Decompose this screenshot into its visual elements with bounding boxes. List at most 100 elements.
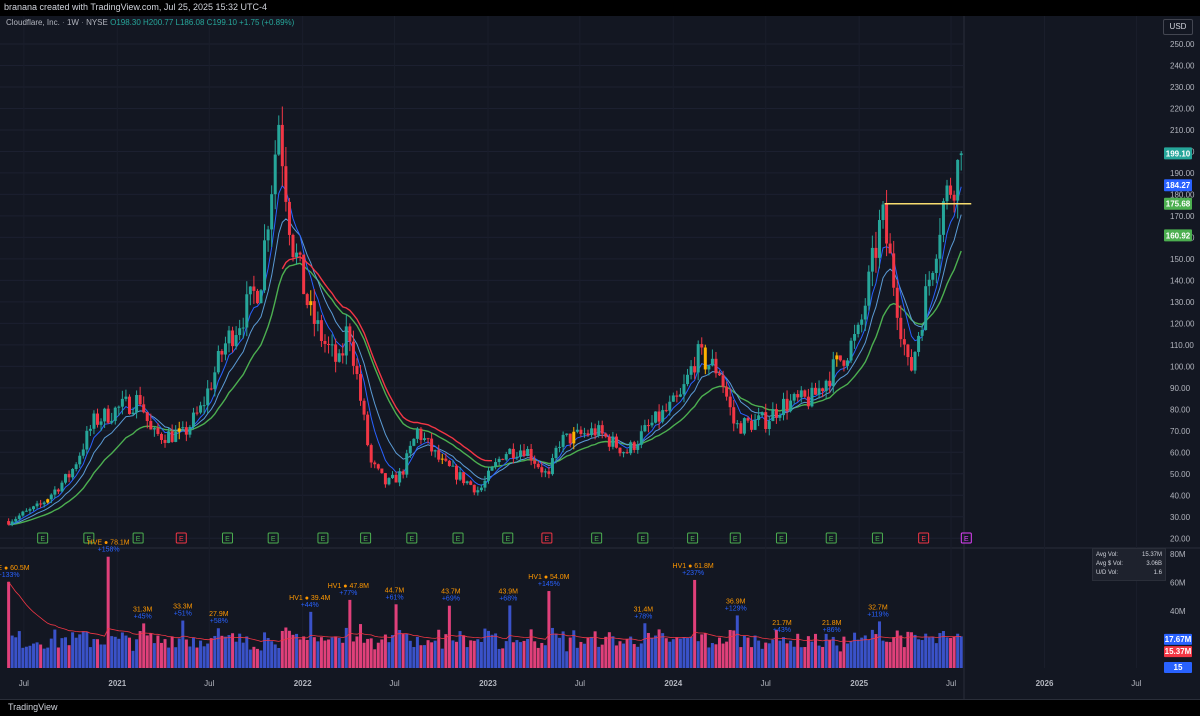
volume-bar (188, 646, 192, 668)
candle (899, 305, 903, 348)
volume-bar (945, 637, 949, 668)
volume-bar (149, 633, 153, 668)
candle (824, 379, 828, 399)
volume-bar (202, 646, 206, 668)
volume-bar (291, 634, 295, 668)
volume-bar (280, 630, 284, 668)
volume-annotation-label: 31.4M (634, 606, 654, 613)
volume-bar (348, 599, 352, 668)
candle (430, 432, 434, 456)
candle (668, 395, 672, 416)
volume-bar (28, 645, 32, 668)
candle (376, 463, 380, 471)
volume-bar (863, 635, 867, 668)
candle (518, 444, 522, 462)
svg-text:E: E (225, 536, 230, 543)
volume-bar (892, 637, 896, 668)
volume-bar (231, 633, 235, 668)
ohlc-low: L186.08 (175, 18, 205, 27)
candle (604, 432, 608, 439)
volume-bar (440, 648, 444, 668)
volume-bar (433, 640, 437, 668)
volume-bar (522, 640, 526, 668)
volume-bar (838, 651, 842, 668)
volume-bar (53, 629, 57, 668)
svg-text:E: E (875, 536, 880, 543)
candle (536, 461, 540, 469)
volume-bar (64, 637, 68, 668)
ohlc-close: C199.10 (206, 18, 237, 27)
volume-bar (259, 650, 263, 668)
volume-bar (174, 647, 178, 668)
candle (74, 462, 78, 472)
volume-annotation-label: 43.7M (441, 589, 461, 596)
candle (451, 460, 455, 467)
candle (437, 444, 441, 463)
volume-bar (167, 647, 171, 668)
volume-bar (753, 635, 757, 668)
candle (426, 437, 430, 444)
y-tick-label: 130.00 (1170, 298, 1195, 307)
candle (526, 446, 530, 457)
candle (590, 422, 594, 438)
volume-bar (881, 640, 885, 668)
volume-bar (391, 635, 395, 668)
y-tick-label: 30.00 (1170, 513, 1191, 522)
candle (554, 445, 558, 464)
volume-bar (895, 630, 899, 668)
y-tick-label: 40.00 (1170, 491, 1191, 500)
candle (85, 426, 89, 454)
volume-bar (135, 639, 139, 668)
candle (718, 370, 722, 377)
candle (817, 380, 821, 399)
volume-annotation-pct: +43% (773, 627, 791, 634)
candle (184, 421, 188, 442)
candle (444, 453, 448, 462)
candle (110, 412, 114, 425)
candle (298, 251, 302, 262)
candle (10, 519, 14, 527)
candle (561, 431, 565, 453)
volume-annotation-pct: +86% (823, 627, 841, 634)
volume-bar (657, 629, 661, 668)
volume-annotation-pct: +51% (174, 611, 192, 618)
price-chart[interactable]: 20.00 30.00 40.00 50.00 60.00 70.00 80.00 90.00… (0, 16, 1200, 699)
volume-bar (24, 646, 28, 668)
volume-bar (369, 638, 373, 668)
ma-slow-line (8, 250, 962, 526)
volume-bar (575, 647, 579, 668)
volume-tag (1164, 646, 1192, 658)
x-tick-label: Jul (204, 679, 214, 688)
candle (355, 358, 359, 380)
candle (305, 292, 309, 309)
vol-y-tick-label: 80M (1170, 550, 1186, 559)
volume-bar (874, 634, 878, 668)
candle (92, 410, 96, 435)
volume-tag (1164, 662, 1192, 673)
volume-bar (902, 647, 906, 668)
volume-bar (785, 643, 789, 668)
volume-bar (845, 643, 849, 668)
currency-button[interactable]: USD (1163, 19, 1193, 35)
volume-bar (856, 639, 860, 668)
candle (579, 426, 583, 437)
candle (678, 387, 682, 398)
earnings-marker: E (687, 532, 699, 544)
volume-bar (81, 631, 85, 668)
candle (191, 407, 195, 430)
candle (568, 433, 572, 448)
volume-bar (359, 624, 363, 668)
candle (394, 471, 398, 483)
tradingview-brand[interactable]: TradingView (8, 702, 58, 712)
volume-annotation-label: HVE ● 60.5M (0, 565, 30, 572)
volume-bar (387, 642, 391, 668)
volume-annotation-label: HV1 ● 47.8M (328, 583, 369, 590)
volume-bar (327, 639, 331, 668)
candle (618, 447, 622, 457)
volume-bar (113, 636, 117, 668)
volume-bar (127, 637, 131, 668)
candle (661, 405, 665, 424)
avg-dollar-vol-row: Avg $ Vol: 3.06B (1096, 561, 1162, 567)
candle (167, 427, 171, 444)
volume-bar (405, 633, 409, 668)
